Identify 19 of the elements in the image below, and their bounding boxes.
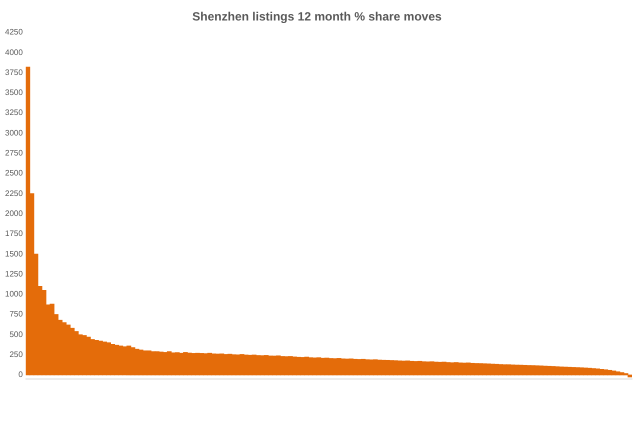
y-tick-label: 3000 [5,128,24,138]
y-tick-label: 2500 [5,168,24,178]
y-tick-label: 3500 [5,88,24,98]
y-tick-label: 2000 [5,208,24,218]
y-tick-label: 1000 [5,290,24,299]
y-tick-label: 2250 [5,188,24,198]
y-tick-label: 1500 [5,249,24,258]
y-tick-label: 2750 [5,148,24,158]
y-tick-label: 0 [18,370,24,380]
y-tick-label: 4250 [5,28,24,37]
y-tick-label: 1250 [5,269,24,278]
y-tick-label: 4000 [5,48,24,57]
y-tick-label: 500 [9,330,24,339]
y-tick-label: 3250 [5,108,24,118]
y-tick-label: 3750 [5,68,24,77]
y-tick-label: 750 [9,310,24,319]
chart-title: Shenzhen listings 12 month % share moves [192,10,442,24]
y-tick-label: 1750 [5,229,24,238]
y-tick-label: 250 [9,350,24,360]
